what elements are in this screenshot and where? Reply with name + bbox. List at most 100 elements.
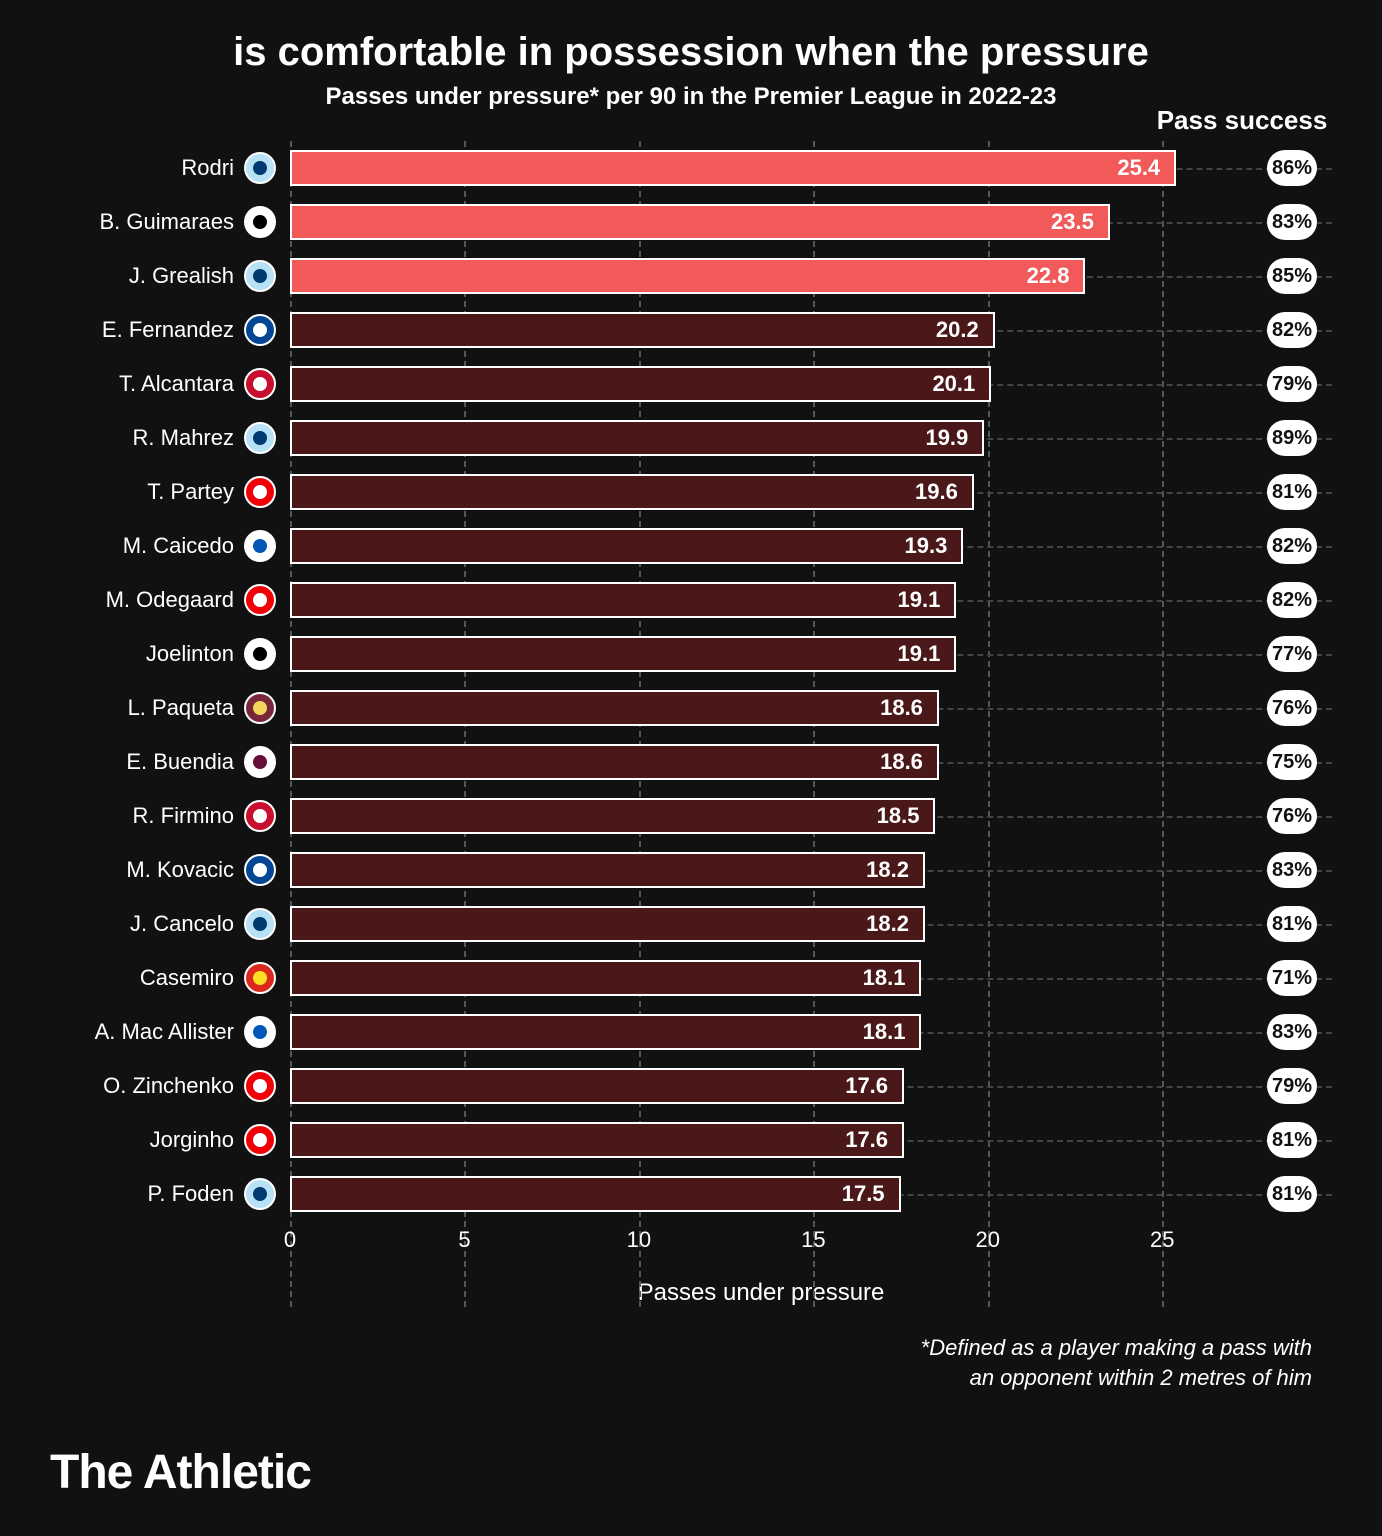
bar: 19.3 [290, 528, 963, 564]
pass-success-value: 81% [1267, 1122, 1317, 1158]
chart-row: R. Mahrez19.989% [290, 411, 1232, 465]
chart-row: E. Buendia18.675% [290, 735, 1232, 789]
brand-logo: The Athletic [50, 1445, 311, 1500]
bar: 19.1 [290, 636, 956, 672]
x-axis-tick: 5 [458, 1227, 470, 1253]
bar: 22.8 [290, 258, 1085, 294]
pass-success-badge: 77% [1252, 636, 1332, 672]
bar-value: 18.6 [880, 749, 923, 775]
club-badge-icon [244, 1070, 276, 1102]
player-label: E. Buendia [34, 749, 234, 775]
bar: 19.1 [290, 582, 956, 618]
bar: 17.5 [290, 1176, 901, 1212]
player-label: T. Partey [34, 479, 234, 505]
pass-success-badge: 81% [1252, 1176, 1332, 1212]
player-label: M. Caicedo [34, 533, 234, 559]
pass-success-badge: 83% [1252, 204, 1332, 240]
bar: 25.4 [290, 150, 1176, 186]
club-badge-icon [244, 638, 276, 670]
chart-row: O. Zinchenko17.679% [290, 1059, 1232, 1113]
player-label: Joelinton [34, 641, 234, 667]
club-badge-icon [244, 260, 276, 292]
bar-value: 19.1 [898, 641, 941, 667]
pass-success-header: Pass success [1152, 105, 1332, 136]
x-axis: 0510152025 [290, 1227, 1232, 1267]
pass-success-badge: 82% [1252, 528, 1332, 564]
club-badge-icon [244, 962, 276, 994]
footnote-line: an opponent within 2 metres of him [970, 1365, 1312, 1390]
chart-row: M. Caicedo19.382% [290, 519, 1232, 573]
player-label: O. Zinchenko [34, 1073, 234, 1099]
club-badge-icon [244, 530, 276, 562]
chart-footnote: *Defined as a player making a pass with … [50, 1333, 1332, 1392]
chart-title: is comfortable in possession when the pr… [50, 30, 1332, 75]
bar-value: 19.9 [925, 425, 968, 451]
bar: 18.5 [290, 798, 935, 834]
club-badge-icon [244, 476, 276, 508]
footnote-line: *Defined as a player making a pass with [921, 1335, 1312, 1360]
bar: 19.6 [290, 474, 974, 510]
club-badge-icon [244, 1178, 276, 1210]
bar-value: 18.6 [880, 695, 923, 721]
club-badge-icon [244, 746, 276, 778]
chart-row: Casemiro18.171% [290, 951, 1232, 1005]
x-axis-tick: 15 [801, 1227, 825, 1253]
bar-value: 17.6 [845, 1073, 888, 1099]
pass-success-value: 76% [1267, 690, 1317, 726]
bar-chart: Pass success Rodri25.486%B. Guimaraes23.… [290, 141, 1232, 1307]
bar-value: 17.6 [845, 1127, 888, 1153]
bar-value: 17.5 [842, 1181, 885, 1207]
x-axis-label: Passes under pressure [290, 1279, 1232, 1307]
pass-success-badge: 86% [1252, 150, 1332, 186]
pass-success-value: 82% [1267, 528, 1317, 564]
chart-row: B. Guimaraes23.583% [290, 195, 1232, 249]
player-label: Casemiro [34, 965, 234, 991]
pass-success-value: 81% [1267, 1176, 1317, 1212]
club-badge-icon [244, 368, 276, 400]
bar: 18.2 [290, 906, 925, 942]
player-label: Jorginho [34, 1127, 234, 1153]
pass-success-badge: 81% [1252, 906, 1332, 942]
x-axis-tick: 0 [284, 1227, 296, 1253]
pass-success-value: 79% [1267, 366, 1317, 402]
player-label: R. Firmino [34, 803, 234, 829]
pass-success-value: 71% [1267, 960, 1317, 996]
bar-value: 18.5 [877, 803, 920, 829]
chart-row: P. Foden17.581% [290, 1167, 1232, 1221]
club-badge-icon [244, 1124, 276, 1156]
pass-success-badge: 76% [1252, 798, 1332, 834]
bar: 20.2 [290, 312, 995, 348]
chart-row: R. Firmino18.576% [290, 789, 1232, 843]
chart-row: Jorginho17.681% [290, 1113, 1232, 1167]
bar-value: 18.1 [863, 1019, 906, 1045]
chart-row: Rodri25.486% [290, 141, 1232, 195]
pass-success-value: 83% [1267, 852, 1317, 888]
chart-row: Joelinton19.177% [290, 627, 1232, 681]
bar-value: 23.5 [1051, 209, 1094, 235]
pass-success-value: 89% [1267, 420, 1317, 456]
chart-row: L. Paqueta18.676% [290, 681, 1232, 735]
pass-success-badge: 82% [1252, 312, 1332, 348]
chart-row: T. Alcantara20.179% [290, 357, 1232, 411]
pass-success-badge: 82% [1252, 582, 1332, 618]
player-label: J. Cancelo [34, 911, 234, 937]
pass-success-badge: 79% [1252, 1068, 1332, 1104]
pass-success-value: 86% [1267, 150, 1317, 186]
club-badge-icon [244, 800, 276, 832]
player-label: P. Foden [34, 1181, 234, 1207]
chart-row: M. Kovacic18.283% [290, 843, 1232, 897]
pass-success-value: 83% [1267, 1014, 1317, 1050]
bar-value: 20.2 [936, 317, 979, 343]
pass-success-value: 82% [1267, 582, 1317, 618]
bar-value: 18.1 [863, 965, 906, 991]
pass-success-value: 81% [1267, 474, 1317, 510]
pass-success-badge: 81% [1252, 1122, 1332, 1158]
club-badge-icon [244, 152, 276, 184]
club-badge-icon [244, 692, 276, 724]
player-label: L. Paqueta [34, 695, 234, 721]
pass-success-badge: 79% [1252, 366, 1332, 402]
chart-rows: Rodri25.486%B. Guimaraes23.583%J. Greali… [290, 141, 1232, 1221]
pass-success-badge: 83% [1252, 852, 1332, 888]
pass-success-badge: 76% [1252, 690, 1332, 726]
club-badge-icon [244, 206, 276, 238]
